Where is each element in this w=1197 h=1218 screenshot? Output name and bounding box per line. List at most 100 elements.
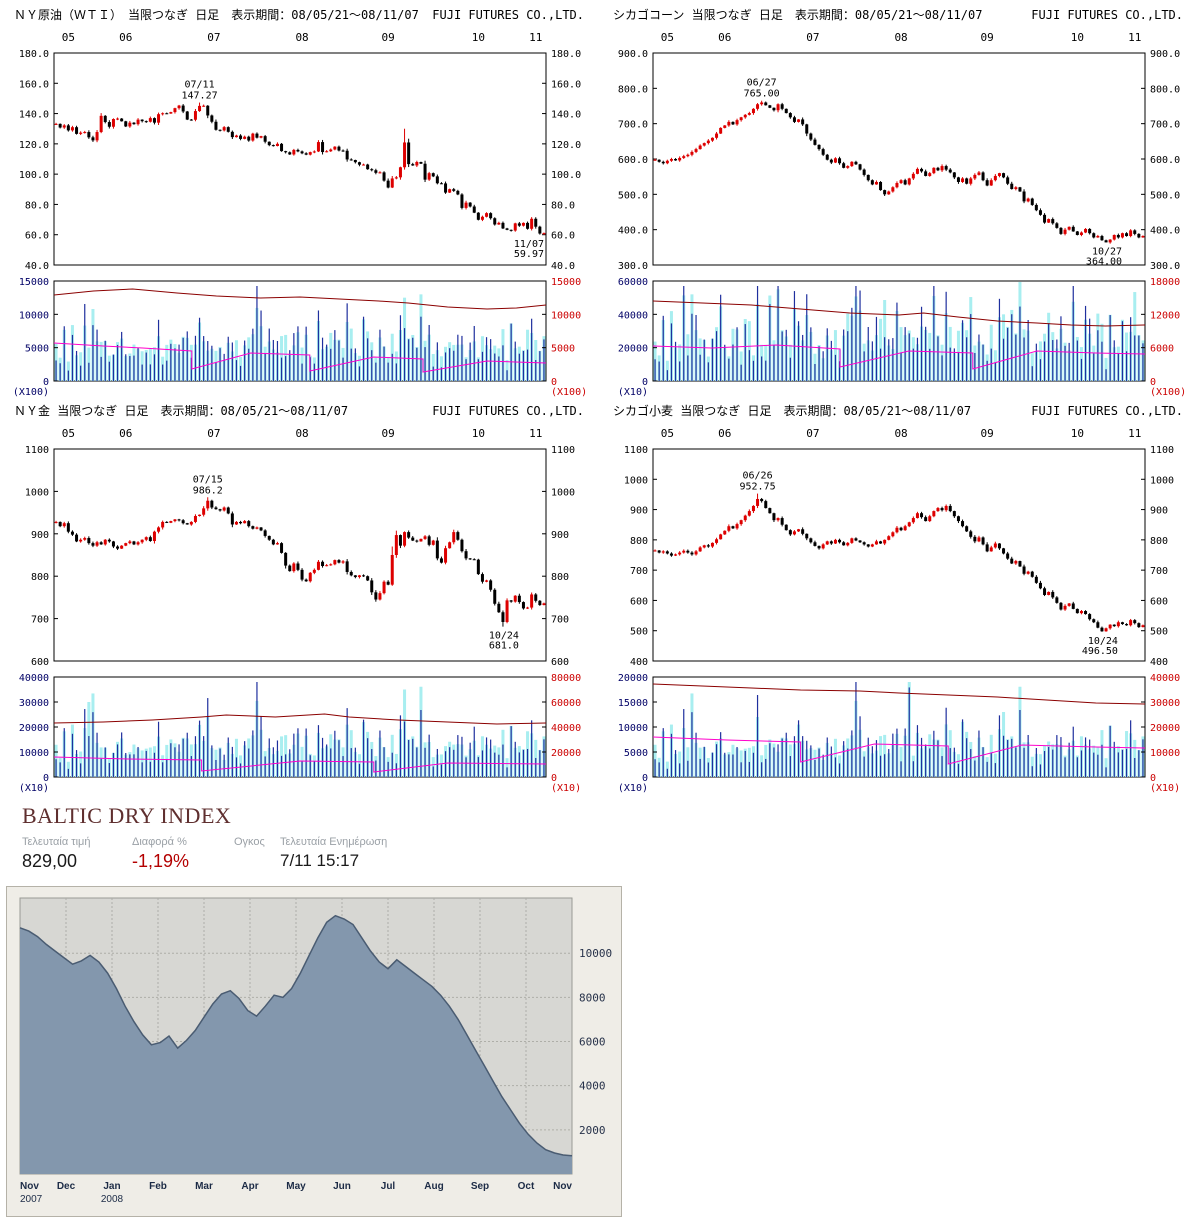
svg-text:1000: 1000	[25, 487, 49, 498]
svg-text:600: 600	[551, 657, 569, 668]
svg-text:140.0: 140.0	[551, 110, 581, 121]
svg-text:12000: 12000	[1150, 310, 1180, 321]
baltic-header: BALTIC DRY INDEX Τελευταία τιμή 829,00 Δ…	[22, 803, 387, 872]
svg-text:11: 11	[529, 31, 542, 44]
svg-text:496.50: 496.50	[1082, 646, 1118, 657]
svg-text:10000: 10000	[579, 947, 612, 960]
svg-text:40000: 40000	[618, 310, 648, 321]
svg-text:600: 600	[1150, 596, 1168, 607]
svg-text:180.0: 180.0	[19, 49, 49, 60]
svg-text:800.0: 800.0	[618, 84, 648, 95]
svg-text:300.0: 300.0	[618, 261, 648, 272]
svg-text:900: 900	[630, 506, 648, 517]
svg-text:800: 800	[1150, 536, 1168, 547]
svg-text:10: 10	[472, 31, 485, 44]
svg-text:11/07: 11/07	[514, 239, 544, 250]
stat-last-price-label: Τελευταία τιμή	[22, 836, 91, 848]
svg-text:05: 05	[62, 427, 75, 440]
svg-text:1100: 1100	[25, 445, 49, 456]
svg-text:765.00: 765.00	[744, 89, 780, 100]
svg-text:0: 0	[43, 773, 49, 784]
svg-text:07: 07	[806, 31, 819, 44]
svg-text:59.97: 59.97	[514, 249, 544, 260]
baltic-title: BALTIC DRY INDEX	[22, 803, 232, 828]
svg-text:1100: 1100	[551, 445, 575, 456]
svg-text:900: 900	[31, 530, 49, 541]
svg-text:1100: 1100	[624, 445, 648, 456]
svg-text:Jul: Jul	[381, 1181, 396, 1192]
svg-text:900.0: 900.0	[1150, 49, 1180, 60]
chart-title-ny-crude: ＮＹ原油（ＷＴＩ） 当限つなぎ 日足 表示期間：08/05/21～08/11/0…	[14, 8, 419, 22]
svg-text:986.2: 986.2	[193, 485, 223, 496]
svg-text:Jun: Jun	[333, 1181, 351, 1192]
svg-text:700.0: 700.0	[618, 120, 648, 131]
svg-text:80.0: 80.0	[551, 200, 575, 211]
svg-text:5000: 5000	[624, 748, 648, 759]
svg-text:100.0: 100.0	[551, 170, 581, 181]
svg-text:2008: 2008	[101, 1194, 124, 1205]
svg-text:09: 09	[981, 427, 994, 440]
svg-text:160.0: 160.0	[19, 79, 49, 90]
svg-text:05: 05	[62, 31, 75, 44]
brand-label: FUJI FUTURES CO.,LTD.	[432, 404, 584, 418]
svg-text:700: 700	[31, 615, 49, 626]
svg-text:681.0: 681.0	[489, 641, 519, 652]
svg-text:0: 0	[551, 773, 557, 784]
svg-text:700: 700	[1150, 566, 1168, 577]
baltic-stats: Τελευταία τιμή 829,00 Διαφορά % -1,19% Ο…	[22, 836, 387, 872]
svg-text:10/24: 10/24	[1088, 636, 1118, 647]
svg-text:Nov: Nov	[553, 1181, 572, 1192]
svg-text:09: 09	[981, 31, 994, 44]
svg-text:10000: 10000	[19, 748, 49, 759]
svg-text:Dec: Dec	[57, 1181, 76, 1192]
ny-gold-candlestick-chart: 05 06 07 08 09 10 11 600 600 700 700 800 800 900 900 10…	[19, 427, 581, 793]
svg-text:08: 08	[295, 31, 308, 44]
svg-text:Apr: Apr	[241, 1181, 258, 1192]
panel-ny-crude: ＮＹ原油（ＷＴＩ） 当限つなぎ 日足 表示期間：08/05/21～08/11/0…	[2, 2, 594, 397]
svg-text:60.0: 60.0	[551, 231, 575, 242]
svg-text:09: 09	[382, 31, 395, 44]
panel-header: シカゴコーン 当限つなぎ 日足 表示期間：08/05/21～08/11/07 F…	[601, 2, 1193, 23]
svg-text:120.0: 120.0	[19, 140, 49, 151]
svg-text:15000: 15000	[19, 277, 49, 288]
stat-last-price-value: 829,00	[22, 851, 78, 871]
svg-text:0: 0	[642, 773, 648, 784]
svg-text:Jan: Jan	[103, 1181, 120, 1192]
svg-text:600: 600	[630, 596, 648, 607]
svg-text:40000: 40000	[551, 723, 581, 734]
svg-text:Aug: Aug	[424, 1181, 443, 1192]
svg-text:500.0: 500.0	[618, 190, 648, 201]
svg-text:(X10): (X10)	[618, 387, 648, 397]
svg-text:40000: 40000	[1150, 673, 1180, 684]
svg-text:5000: 5000	[551, 344, 575, 355]
svg-text:60000: 60000	[551, 698, 581, 709]
svg-text:364.00: 364.00	[1086, 256, 1122, 267]
svg-text:10: 10	[1071, 31, 1084, 44]
svg-text:160.0: 160.0	[551, 79, 581, 90]
svg-text:600: 600	[31, 657, 49, 668]
svg-text:20000: 20000	[19, 723, 49, 734]
baltic-dry-index-chart: 2000 4000 6000 8000 10000 Nov Dec Jan Feb Mar Apr M…	[6, 886, 622, 1217]
svg-text:10000: 10000	[551, 310, 581, 321]
svg-text:Sep: Sep	[471, 1181, 489, 1192]
svg-text:18000: 18000	[1150, 277, 1180, 288]
stat-change-percent: Διαφορά % -1,19%	[132, 836, 234, 872]
chicago-wheat-candlestick-chart: 05 06 07 08 09 10 11 400 400 500 500 600 600 700 700 80…	[618, 427, 1180, 793]
svg-text:10000: 10000	[618, 723, 648, 734]
svg-text:15000: 15000	[618, 698, 648, 709]
svg-text:Oct: Oct	[518, 1181, 535, 1192]
svg-text:5000: 5000	[25, 344, 49, 355]
panel-header: ＮＹ金 当限つなぎ 日足 表示期間：08/05/21～08/11/07 FUJI…	[2, 398, 594, 419]
panel-chicago-corn: シカゴコーン 当限つなぎ 日足 表示期間：08/05/21～08/11/07 F…	[601, 2, 1193, 397]
stat-last-update-value: 7/11 15:17	[280, 851, 360, 870]
svg-text:0: 0	[551, 377, 557, 388]
svg-text:(X10): (X10)	[551, 783, 581, 793]
svg-text:30000: 30000	[19, 698, 49, 709]
svg-text:4000: 4000	[579, 1080, 606, 1093]
svg-text:180.0: 180.0	[551, 49, 581, 60]
svg-text:07/15: 07/15	[193, 474, 223, 485]
svg-text:Feb: Feb	[149, 1181, 167, 1192]
svg-text:(X100): (X100)	[1150, 387, 1186, 397]
svg-text:20000: 20000	[618, 673, 648, 684]
